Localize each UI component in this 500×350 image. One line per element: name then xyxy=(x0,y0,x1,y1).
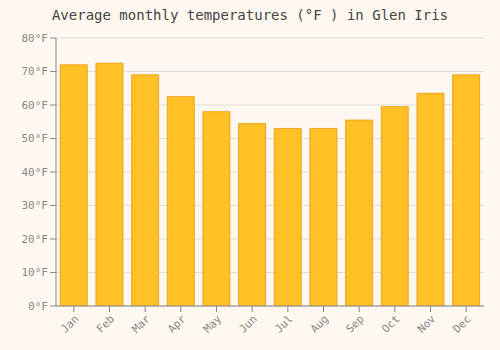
svg-text:Oct: Oct xyxy=(379,312,402,335)
svg-text:Dec: Dec xyxy=(451,312,474,335)
svg-text:Mar: Mar xyxy=(130,312,154,336)
svg-text:May: May xyxy=(201,312,225,336)
svg-text:Apr: Apr xyxy=(165,312,189,336)
svg-text:Sep: Sep xyxy=(344,312,367,335)
svg-text:60°F: 60°F xyxy=(22,99,49,112)
svg-text:10°F: 10°F xyxy=(22,266,49,279)
svg-text:50°F: 50°F xyxy=(22,132,49,145)
svg-text:Jun: Jun xyxy=(237,312,260,335)
html-text:Average monthly temperatures (: Average monthly temperatures (°F ) in Gl… xyxy=(51,7,449,23)
svg-text:30°F: 30°F xyxy=(22,199,49,212)
svg-text:40°F: 40°F xyxy=(22,166,49,179)
svg-text:Jul: Jul xyxy=(272,312,295,335)
svg-text:Feb: Feb xyxy=(94,312,117,335)
svg-text:Nov: Nov xyxy=(415,312,439,336)
svg-text:20°F: 20°F xyxy=(22,233,49,246)
svg-text:Aug: Aug xyxy=(308,312,331,335)
svg-text:80°F: 80°F xyxy=(22,32,49,45)
svg-text:0°F: 0°F xyxy=(28,300,48,313)
svg-text:70°F: 70°F xyxy=(22,65,49,78)
svg-text:Jan: Jan xyxy=(58,312,81,335)
